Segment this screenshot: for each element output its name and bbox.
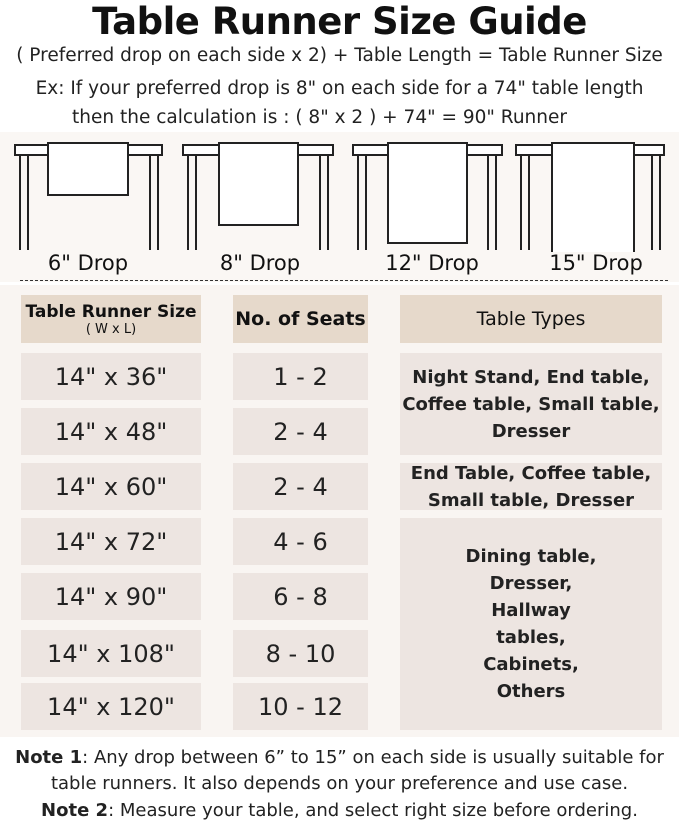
example-line-2: then the calculation is : ( 8" x 2 ) + 7… bbox=[72, 107, 567, 128]
size-cell: 14" x 120" bbox=[21, 683, 201, 730]
size-table: Table Runner Size ( W x L) No. of Seats … bbox=[0, 285, 679, 737]
header-seats: No. of Seats bbox=[233, 295, 368, 343]
size-cell: 14" x 72" bbox=[21, 518, 201, 565]
note-1-cont: table runners. It also depends on your p… bbox=[50, 773, 629, 794]
table-type-cell: Dining table, Dresser, Hallway tables, C… bbox=[400, 518, 662, 730]
size-cell: 14" x 90" bbox=[21, 573, 201, 620]
note-2-label: Note 2 bbox=[41, 800, 109, 821]
drop-label-12: 12" Drop bbox=[385, 251, 479, 275]
table-illustrations bbox=[14, 142, 665, 264]
drop-label-6: 6" Drop bbox=[47, 251, 129, 275]
note-2-text: : Measure your table, and select right s… bbox=[108, 800, 638, 821]
header-size-sub: ( W x L) bbox=[85, 321, 137, 337]
seats-cell: 8 - 10 bbox=[233, 630, 368, 677]
seats-cell: 2 - 4 bbox=[233, 463, 368, 510]
seats-cell: 1 - 2 bbox=[233, 353, 368, 400]
header-size-label: Table Runner Size bbox=[25, 301, 197, 322]
drop-label-15: 15" Drop bbox=[549, 251, 643, 275]
table-type-cell: End Table, Coffee table, Small table, Dr… bbox=[400, 463, 662, 511]
size-cell: 14" x 60" bbox=[21, 463, 201, 510]
note-2: Note 2: Measure your table, and select r… bbox=[0, 798, 679, 824]
table-type-cell: Night Stand, End table, Coffee table, Sm… bbox=[400, 353, 662, 455]
page-title: Table Runner Size Guide bbox=[92, 0, 587, 43]
divider bbox=[20, 280, 668, 281]
example-line-1: Ex: If your preferred drop is 8" on each… bbox=[35, 78, 644, 99]
note-1-label: Note 1 bbox=[15, 747, 83, 768]
size-cell: 14" x 48" bbox=[21, 408, 201, 455]
drop-label-8: 8" Drop bbox=[219, 251, 301, 275]
note-1: Note 1: Any drop between 6” to 15” on ea… bbox=[0, 745, 679, 771]
table-8-drop-illustration bbox=[182, 142, 334, 250]
drop-diagrams bbox=[0, 132, 679, 282]
seats-cell: 4 - 6 bbox=[233, 518, 368, 565]
seats-cell: 10 - 12 bbox=[233, 683, 368, 730]
formula: ( Preferred drop on each side x 2) + Tab… bbox=[16, 45, 663, 66]
seats-cell: 2 - 4 bbox=[233, 408, 368, 455]
header-size: Table Runner Size ( W x L) bbox=[21, 295, 201, 343]
table-6-drop-illustration bbox=[14, 142, 163, 250]
table-15-drop-illustration bbox=[515, 142, 665, 264]
table-12-drop-illustration bbox=[352, 142, 503, 250]
size-cell: 14" x 36" bbox=[21, 353, 201, 400]
note-1-text: : Any drop between 6” to 15” on each sid… bbox=[82, 747, 664, 768]
size-cell: 14" x 108" bbox=[21, 630, 201, 677]
seats-cell: 6 - 8 bbox=[233, 573, 368, 620]
header-types: Table Types bbox=[400, 295, 662, 343]
